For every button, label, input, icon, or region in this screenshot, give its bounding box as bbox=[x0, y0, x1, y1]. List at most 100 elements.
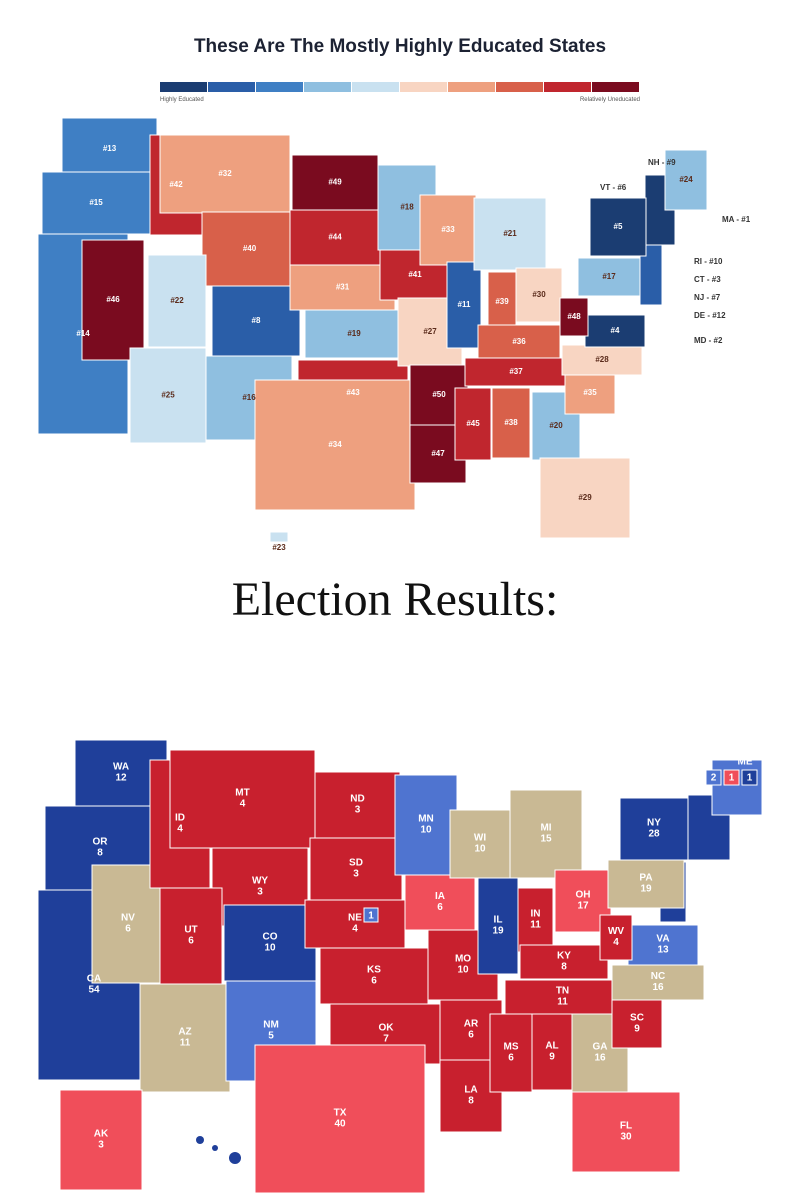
state bbox=[464, 357, 568, 387]
state-abbr: ND bbox=[350, 794, 364, 805]
state-votes: 11 bbox=[557, 997, 568, 1008]
state-rank-label: #23 bbox=[272, 543, 286, 552]
state-votes: 4 bbox=[177, 824, 183, 835]
state-rank-label: #15 bbox=[89, 198, 103, 207]
state-abbr: AL bbox=[545, 1041, 558, 1052]
state-rank-label: #20 bbox=[549, 421, 563, 430]
state-votes: 10 bbox=[420, 825, 432, 836]
state bbox=[159, 134, 291, 214]
state bbox=[291, 154, 379, 211]
state bbox=[531, 1013, 573, 1091]
state bbox=[619, 797, 689, 861]
legend-swatch bbox=[544, 82, 591, 92]
state-abbr: NM bbox=[263, 1020, 279, 1031]
state-abbr: OK bbox=[379, 1023, 395, 1034]
state-votes: 6 bbox=[371, 976, 377, 987]
state-rank-label: #18 bbox=[400, 203, 414, 212]
legend-swatch bbox=[304, 82, 351, 92]
state bbox=[559, 297, 589, 337]
state-votes: 11 bbox=[530, 920, 541, 931]
state-rank-label: #13 bbox=[103, 144, 117, 153]
side-label: NH - #9 bbox=[648, 158, 676, 167]
state-votes: 3 bbox=[353, 869, 359, 880]
state-abbr: ME bbox=[738, 757, 753, 768]
state-votes: 16 bbox=[652, 982, 664, 993]
state bbox=[289, 209, 381, 266]
district-box bbox=[741, 769, 758, 786]
legend-swatch bbox=[256, 82, 303, 92]
state-abbr: MT bbox=[235, 788, 249, 799]
legend-high-label: Relatively Uneducated bbox=[580, 97, 640, 103]
state-votes: 19 bbox=[492, 926, 504, 937]
state-abbr: IN bbox=[531, 909, 541, 920]
state-abbr: WI bbox=[474, 833, 486, 844]
state-votes: 19 bbox=[640, 884, 652, 895]
state-votes: 12 bbox=[115, 773, 127, 784]
state-rank-label: #4 bbox=[611, 326, 620, 335]
state-votes: 4 bbox=[613, 937, 619, 948]
state bbox=[607, 859, 685, 909]
state bbox=[473, 197, 547, 271]
state-abbr: NC bbox=[651, 971, 665, 982]
state-abbr: MS bbox=[504, 1042, 519, 1053]
state-votes: 16 bbox=[594, 1053, 606, 1064]
state bbox=[225, 980, 317, 1082]
state-rank-label: #25 bbox=[161, 391, 175, 400]
state bbox=[611, 999, 663, 1049]
state-rank-label: #48 bbox=[567, 312, 581, 321]
state-rank-label: #33 bbox=[441, 225, 455, 234]
state-rank-label: #41 bbox=[408, 270, 422, 279]
side-label: VT - #6 bbox=[600, 183, 627, 192]
state bbox=[201, 211, 298, 287]
state-votes: 17 bbox=[577, 901, 589, 912]
state bbox=[571, 1013, 629, 1093]
state-rank-label: #5 bbox=[614, 222, 623, 231]
state-abbr: VA bbox=[656, 934, 669, 945]
state-abbr: PA bbox=[639, 873, 652, 884]
district-box bbox=[723, 769, 740, 786]
state bbox=[139, 983, 231, 1093]
state-votes: 8 bbox=[468, 1096, 474, 1107]
side-label: CT - #3 bbox=[694, 275, 721, 284]
map-title: These Are The Mostly Highly Educated Sta… bbox=[194, 36, 606, 57]
state-votes: 10 bbox=[264, 943, 276, 954]
state-rank-label: #29 bbox=[578, 493, 592, 502]
state-abbr: SC bbox=[630, 1013, 644, 1024]
state bbox=[314, 771, 401, 839]
legend-swatch bbox=[448, 82, 495, 92]
state-abbr: IA bbox=[435, 891, 445, 902]
state-votes: 10 bbox=[457, 965, 469, 976]
state-abbr: OR bbox=[93, 837, 109, 848]
state-rank-label: #34 bbox=[328, 440, 342, 449]
state-abbr: WA bbox=[113, 762, 129, 773]
state-abbr: WY bbox=[252, 876, 268, 887]
state bbox=[577, 257, 641, 297]
state bbox=[489, 1013, 533, 1093]
state-abbr: OH bbox=[576, 890, 591, 901]
state bbox=[664, 149, 708, 211]
state bbox=[446, 261, 482, 349]
legend-swatch bbox=[592, 82, 639, 92]
state-rank-label: #31 bbox=[336, 283, 350, 292]
state-rank-label: #50 bbox=[432, 390, 446, 399]
state-votes: 4 bbox=[352, 924, 358, 935]
state bbox=[509, 789, 583, 879]
legend-swatch bbox=[496, 82, 543, 92]
state bbox=[589, 197, 647, 257]
side-label: MD - #2 bbox=[694, 336, 723, 345]
state-rank-label: #40 bbox=[243, 244, 257, 253]
state bbox=[491, 387, 531, 459]
state-rank-label: #17 bbox=[602, 272, 616, 281]
state-rank-label: #46 bbox=[106, 295, 120, 304]
state-abbr: MN bbox=[418, 814, 434, 825]
heading-box bbox=[180, 565, 630, 640]
state-votes: 30 bbox=[620, 1132, 632, 1143]
state-votes: 40 bbox=[334, 1119, 346, 1130]
state bbox=[319, 947, 429, 1005]
nj-md-de-states bbox=[659, 861, 687, 923]
education-map-panel: These Are The Mostly Highly Educated Sta… bbox=[0, 0, 790, 560]
state-votes: 13 bbox=[657, 945, 669, 956]
state bbox=[149, 759, 211, 889]
state-abbr: TX bbox=[334, 1108, 347, 1119]
